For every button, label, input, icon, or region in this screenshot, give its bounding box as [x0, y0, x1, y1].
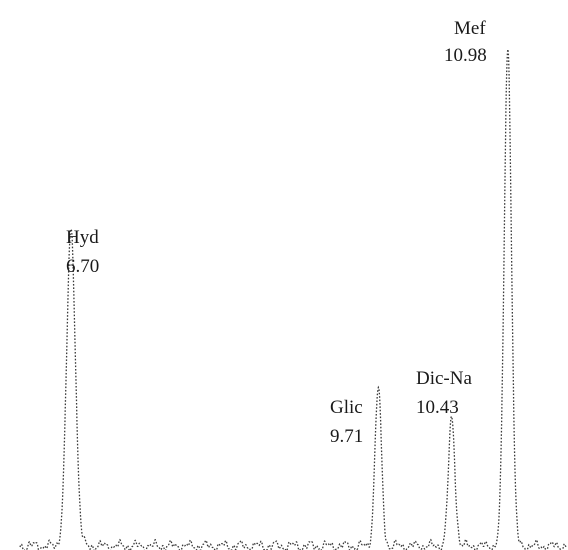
peak-label-dicna-name: Dic-Na [416, 368, 472, 389]
peak-label-mef-time: 10.98 [444, 45, 487, 66]
peak-label-glic-time: 9.71 [330, 426, 363, 447]
peak-label-dicna-time: 10.43 [416, 397, 459, 418]
peak-label-hyd-name: Hyd [66, 227, 99, 248]
chromatogram-trace [19, 49, 567, 550]
peak-label-mef-name: Mef [454, 18, 486, 39]
peak-label-hyd-time: 6.70 [66, 256, 99, 277]
peak-label-glic-name: Glic [330, 397, 363, 418]
